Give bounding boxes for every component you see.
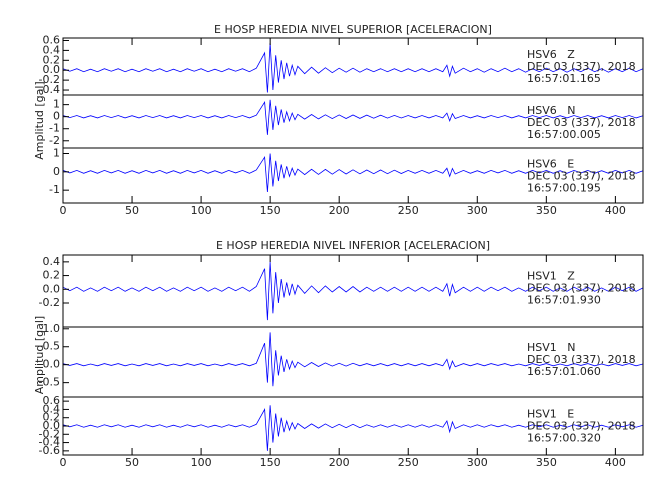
time-label: 16:57:01.060 xyxy=(527,365,601,378)
station-label: HSV1 Z xyxy=(527,270,575,283)
date-label: DEC 03 (337), 2018 xyxy=(527,170,636,183)
y-tick-label: 1 xyxy=(53,147,60,160)
x-tick-label: 0 xyxy=(60,456,67,469)
y-tick-label: -0.2 xyxy=(39,296,60,309)
y-tick-label: 0 xyxy=(53,165,60,178)
x-tick-label: 50 xyxy=(125,456,139,469)
y-tick-label: 0.2 xyxy=(43,411,61,424)
y-axis-label: Amplitud [gal] xyxy=(33,316,46,394)
time-label: 16:57:01.930 xyxy=(527,294,601,307)
y-tick-label: -0.5 xyxy=(39,376,60,389)
y-tick-label: -0.2 xyxy=(39,427,60,440)
y-tick-label: 0.6 xyxy=(43,33,61,46)
plot-frame xyxy=(62,37,644,204)
y-tick-label: 0.0 xyxy=(43,419,61,432)
date-label: DEC 03 (337), 2018 xyxy=(527,419,636,432)
x-tick-label: 200 xyxy=(329,204,350,217)
y-tick-label: 0.4 xyxy=(43,43,61,56)
x-tick-label: 50 xyxy=(125,204,139,217)
x-tick-label: 100 xyxy=(191,456,212,469)
station-label: HSV1 E xyxy=(527,407,574,420)
x-tick-label: 300 xyxy=(467,456,488,469)
y-tick-label: 0.0 xyxy=(43,282,61,295)
date-label: DEC 03 (337), 2018 xyxy=(527,116,636,129)
y-tick-label: 0.0 xyxy=(43,358,61,371)
time-label: 16:57:00.320 xyxy=(527,431,601,444)
x-tick-label: 150 xyxy=(260,204,281,217)
y-tick-label: -0.6 xyxy=(39,444,60,457)
x-tick-label: 300 xyxy=(467,204,488,217)
y-tick-label: -1 xyxy=(49,122,60,135)
y-tick-label: 0.4 xyxy=(43,255,61,268)
y-tick-label: 0.4 xyxy=(43,402,61,415)
time-label: 16:57:00.005 xyxy=(527,128,601,141)
panel-title: E HOSP HEREDIA NIVEL SUPERIOR [ACELERACI… xyxy=(214,23,492,36)
y-tick-label: -0.4 xyxy=(39,83,60,96)
y-tick-label: -2 xyxy=(49,134,60,147)
y-tick-label: 0.6 xyxy=(43,394,61,407)
y-tick-label: -0.4 xyxy=(39,436,60,449)
time-label: 16:57:01.165 xyxy=(527,72,601,85)
y-tick-label: 0 xyxy=(53,110,60,123)
x-tick-label: 0 xyxy=(60,204,67,217)
y-tick-label: -0.2 xyxy=(39,73,60,86)
x-tick-label: 100 xyxy=(191,204,212,217)
y-axis-label: Amplitud [gal] xyxy=(33,81,46,159)
station-label: HSV6 Z xyxy=(527,48,575,61)
x-tick-label: 250 xyxy=(398,456,419,469)
y-tick-label: 1 xyxy=(53,98,60,111)
y-tick-label: 0.0 xyxy=(43,63,61,76)
x-tick-label: 400 xyxy=(605,456,626,469)
plot-frame xyxy=(62,254,644,456)
waveform xyxy=(62,153,644,193)
x-tick-label: 400 xyxy=(605,204,626,217)
y-tick-label: -1 xyxy=(49,183,60,196)
time-label: 16:57:00.195 xyxy=(527,182,601,195)
y-tick-label: 1.0 xyxy=(43,322,61,335)
station-label: HSV6 E xyxy=(527,158,574,171)
waveform xyxy=(62,332,644,387)
x-tick-label: 200 xyxy=(329,456,350,469)
date-label: DEC 03 (337), 2018 xyxy=(527,60,636,73)
date-label: DEC 03 (337), 2018 xyxy=(527,353,636,366)
station-label: HSV6 N xyxy=(527,104,576,117)
x-tick-label: 350 xyxy=(536,456,557,469)
waveform xyxy=(62,261,644,321)
y-tick-label: 0.2 xyxy=(43,53,61,66)
waveform xyxy=(62,405,644,451)
station-label: HSV1 N xyxy=(527,341,576,354)
x-tick-label: 150 xyxy=(260,456,281,469)
date-label: DEC 03 (337), 2018 xyxy=(527,282,636,295)
y-tick-label: 0.5 xyxy=(43,340,61,353)
waveform xyxy=(62,99,644,135)
x-tick-label: 350 xyxy=(536,204,557,217)
x-tick-label: 250 xyxy=(398,204,419,217)
waveform xyxy=(62,42,644,93)
y-tick-label: 0.2 xyxy=(43,269,61,282)
panel-title: E HOSP HEREDIA NIVEL INFERIOR [ACELERACI… xyxy=(216,239,490,252)
